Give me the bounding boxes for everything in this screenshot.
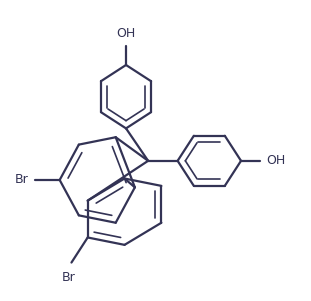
Text: OH: OH	[116, 27, 136, 40]
Text: Br: Br	[62, 271, 75, 284]
Text: Br: Br	[15, 173, 29, 187]
Text: OH: OH	[266, 154, 285, 167]
